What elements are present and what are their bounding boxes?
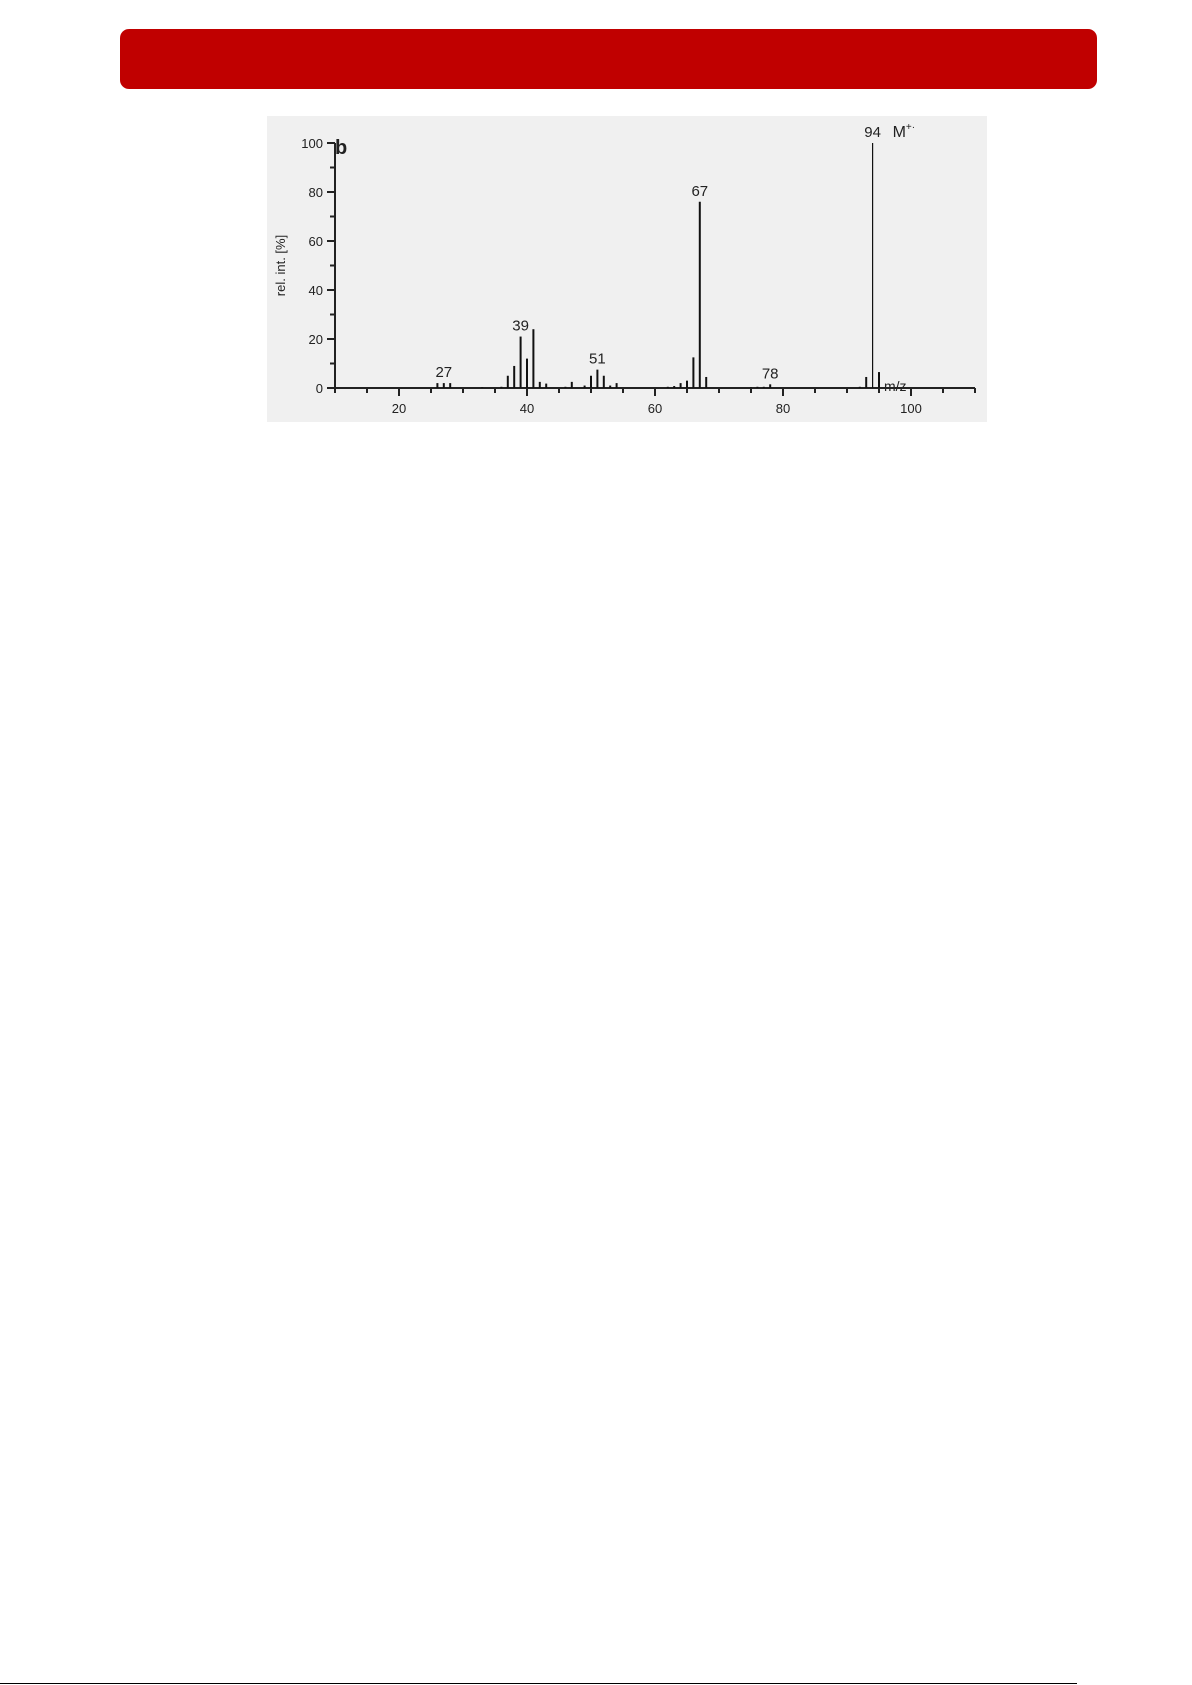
bars [436,143,880,388]
panel-label: b [335,137,347,159]
x-tick-label: 100 [900,401,922,416]
chart-svg: 20 40 60 80 100 0 20 40 60 80 100 27 39 51 67 78 94 b m… [273,122,976,416]
y-tick-label: 80 [309,185,323,200]
peak-label: 27 [435,364,452,381]
x-tick-label: 40 [520,401,534,416]
peak-label: 78 [762,365,779,382]
labels: 27 39 51 67 78 94 [435,124,880,382]
peak-label: 39 [512,318,529,335]
peak-label: 94 [864,124,881,141]
molecular-ion-m: M [893,124,906,141]
molecular-ion-label: M+· [893,122,916,141]
header-bar [120,29,1097,89]
y-tick-label: 60 [309,234,323,249]
y-axis-label: rel. int. [%] [273,235,288,296]
peak-label: 67 [691,183,708,200]
y-tick-label: 20 [309,332,323,347]
peak-label: 51 [589,351,606,368]
y-tick-label: 100 [301,136,323,151]
x-tick-label: 80 [776,401,790,416]
x-axis-label: m/z [884,378,907,394]
axes: 20 40 60 80 100 0 20 40 60 80 100 [301,136,976,416]
footer-line [0,1683,1077,1684]
molecular-ion-superscript: +· [906,122,915,133]
mass-spectrum-chart: 20 40 60 80 100 0 20 40 60 80 100 27 39 51 67 78 94 b m… [267,116,987,422]
y-tick-label: 0 [316,381,323,396]
y-tick-label: 40 [309,283,323,298]
x-tick-label: 60 [648,401,662,416]
x-tick-label: 20 [392,401,406,416]
